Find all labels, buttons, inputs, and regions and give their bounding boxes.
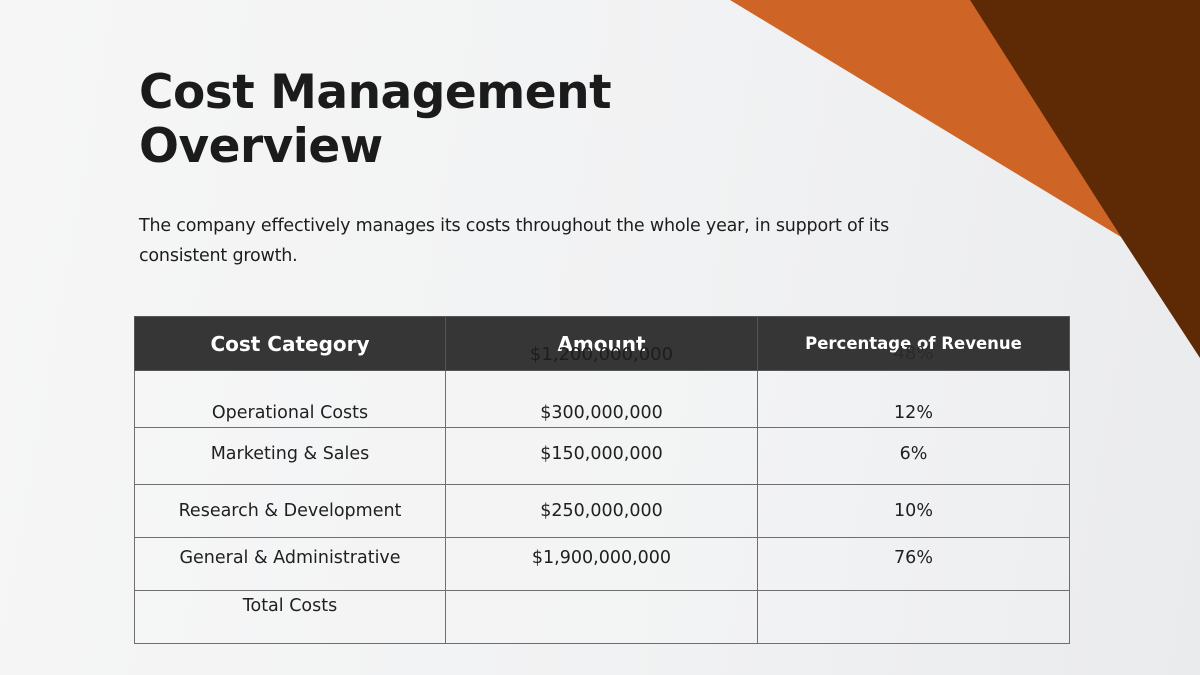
cell-percentage: 10% (757, 484, 1070, 538)
cell-amount: $150,000,000 (445, 427, 758, 485)
cell-category: Total Costs (134, 590, 446, 644)
cell-category: Research & Development (134, 484, 446, 538)
header-amount: Amount $1,200,000,000 (445, 316, 758, 371)
orange-triangle-shape (730, 0, 1121, 237)
header-cost-category: Cost Category (134, 316, 446, 371)
table-row: Marketing & Sales $150,000,000 6% (134, 427, 1070, 485)
table-row: Operational Costs $300,000,000 12% (134, 370, 1070, 428)
header-label: Cost Category (210, 331, 370, 356)
cell-category: Operational Costs (134, 370, 446, 428)
cell-amount (445, 590, 758, 644)
page-title: Cost Management Overview (139, 65, 612, 174)
cell-amount: $1,900,000,000 (445, 537, 758, 591)
table-header-row: Cost Category Amount $1,200,000,000 Perc… (134, 316, 1070, 371)
header-label: Amount (557, 331, 646, 356)
cell-amount: $250,000,000 (445, 484, 758, 538)
table-row: Research & Development $250,000,000 10% (134, 484, 1070, 538)
table-row-total: Total Costs (134, 590, 1070, 644)
cell-percentage (757, 590, 1070, 644)
cell-percentage: 12% (757, 370, 1070, 428)
title-line-1: Cost Management (139, 65, 612, 120)
header-percentage: Percentage of Revenue 48% (757, 316, 1070, 371)
slide-description: The company effectively manages its cost… (139, 216, 890, 266)
brown-triangle-shape (970, 0, 1200, 358)
header-label: Percentage of Revenue (805, 334, 1022, 353)
cell-amount: $300,000,000 (445, 370, 758, 428)
title-line-2: Overview (139, 119, 383, 174)
cell-category: Marketing & Sales (134, 427, 446, 485)
cell-percentage: 76% (757, 537, 1070, 591)
cell-category: General & Administrative (134, 537, 446, 591)
table-row: General & Administrative $1,900,000,000 … (134, 537, 1070, 591)
cell-percentage: 6% (757, 427, 1070, 485)
cost-table: Cost Category Amount $1,200,000,000 Perc… (134, 316, 1070, 644)
